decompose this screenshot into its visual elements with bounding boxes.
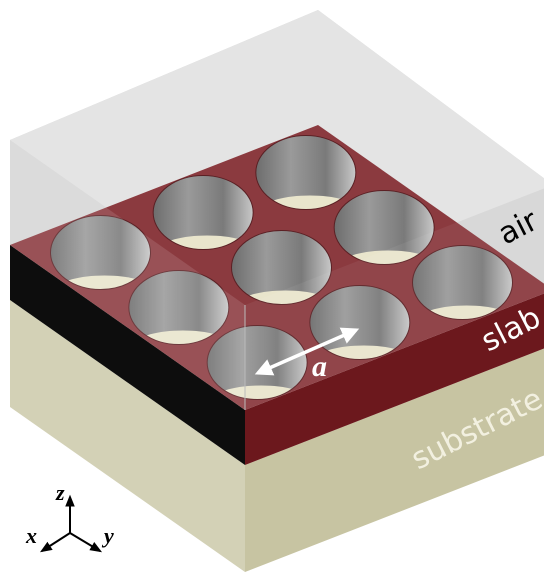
x-axis (39, 532, 71, 553)
y-label: y (101, 523, 114, 548)
hole (255, 135, 356, 210)
substrate-left (10, 300, 245, 572)
hole (334, 190, 435, 265)
substrate-right (245, 348, 544, 572)
hole-rim (309, 285, 411, 360)
z-label: z (55, 480, 65, 505)
hole-rim (50, 215, 151, 290)
hole-rim (333, 190, 435, 265)
x-label: x (25, 523, 37, 548)
hole-bottom (136, 330, 229, 345)
slab-right (245, 293, 544, 465)
y-axis (69, 532, 103, 553)
hole-bottom (58, 275, 151, 290)
hole (128, 270, 229, 345)
hole-rim (231, 230, 332, 305)
hole-rim (152, 175, 254, 250)
hole-bottom (215, 385, 308, 400)
hole-rim (412, 245, 513, 320)
hole-rim (128, 270, 230, 345)
hole (412, 245, 513, 320)
hole-bottom (263, 195, 356, 210)
hole-bottom (342, 250, 435, 265)
lattice-label: a (312, 350, 327, 383)
air-left-face (10, 140, 245, 410)
hole-bottom (239, 290, 332, 305)
axes-triad (39, 494, 103, 553)
lattice-arrow (254, 327, 360, 376)
hole (231, 230, 332, 305)
hole-bottom (161, 235, 254, 250)
hole (153, 175, 254, 250)
hole-rim (255, 135, 357, 210)
slab-left (10, 245, 245, 465)
hole (50, 215, 151, 290)
hole-bottom (420, 305, 513, 320)
